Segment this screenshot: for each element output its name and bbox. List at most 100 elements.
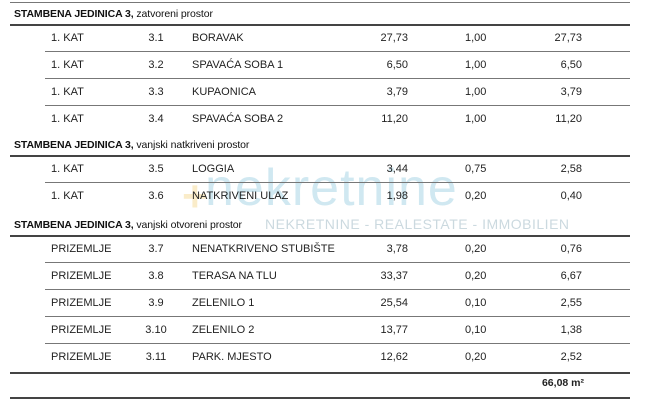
cell-num: 3.6 (148, 190, 164, 202)
cell-coef: 0,20 (465, 243, 487, 255)
section-subtitle: vanjski natkriveni prostor (136, 139, 250, 151)
cell-floor: PRIZEMLJE (51, 270, 112, 282)
cell-total: 6,67 (560, 270, 582, 282)
cell-num: 3.9 (148, 297, 164, 309)
cell-name: ZELENILO 2 (192, 324, 255, 336)
table-row: PRIZEMLJE 3.7 NENATKRIVENO STUBIŠTE 3,78 0,2… (0, 243, 664, 257)
table-row: 1. KAT 3.1 BORAVAK 27,73 1,00 27,73 (0, 32, 664, 46)
cell-num: 3.1 (148, 32, 164, 44)
cell-num: 3.8 (148, 270, 164, 282)
row-divider (45, 316, 630, 317)
row-divider (45, 78, 630, 79)
cell-coef: 1,00 (465, 59, 487, 71)
table-row: PRIZEMLJE 3.8 TERASA NA TLU 33,37 0,20 6,67 (0, 270, 664, 284)
cell-total: 1,38 (560, 324, 582, 336)
cell-name: NENATKRIVENO STUBIŠTE (192, 243, 335, 255)
section-divider (10, 24, 630, 26)
section-title: STAMBENA JEDINICA 3, (14, 139, 134, 151)
table-row: 1. KAT 3.6 NATKRIVENI ULAZ 1,98 0,20 0,40 (0, 190, 664, 204)
section-divider (10, 235, 630, 237)
table-row: PRIZEMLJE 3.11 PARK. MJESTO 12,62 0,20 2,52 (0, 351, 664, 365)
cell-num: 3.4 (148, 113, 164, 125)
cell-coef: 1,00 (465, 32, 487, 44)
cell-num: 3.10 (145, 324, 167, 336)
cell-name: PARK. MJESTO (192, 351, 272, 363)
grand-total: 66,08 m² (541, 377, 584, 389)
cell-total: 6,50 (560, 59, 582, 71)
cell-floor: 1. KAT (51, 59, 84, 71)
cell-floor: 1. KAT (51, 32, 84, 44)
cell-total: 3,79 (560, 86, 582, 98)
cell-name: LOGGIA (192, 163, 235, 175)
cell-num: 3.2 (148, 59, 164, 71)
cell-area: 1,98 (386, 190, 408, 202)
section-header: STAMBENA JEDINICA 3, vanjski otvoreni pr… (14, 219, 242, 231)
cell-area: 12,62 (380, 351, 408, 363)
cell-name: SPAVAĆA SOBA 1 (192, 59, 284, 71)
cell-area: 25,54 (380, 297, 408, 309)
cell-total: 27,73 (554, 32, 582, 44)
cell-area: 3,78 (386, 243, 408, 255)
section-divider (10, 155, 630, 157)
cell-coef: 0,20 (465, 351, 487, 363)
section-subtitle: vanjski otvoreni prostor (136, 219, 242, 231)
table-row: 1. KAT 3.4 SPAVAĆA SOBA 2 11,20 1,00 11,20 (0, 113, 664, 127)
cell-floor: 1. KAT (51, 113, 84, 125)
cell-area: 3,44 (386, 163, 408, 175)
section-divider (10, 397, 630, 399)
cell-num: 3.5 (148, 163, 164, 175)
cell-coef: 0,20 (465, 190, 487, 202)
cell-floor: 1. KAT (51, 86, 84, 98)
cell-num: 3.3 (148, 86, 164, 98)
cell-area: 33,37 (380, 270, 408, 282)
row-divider (45, 262, 630, 263)
cell-total: 2,55 (560, 297, 582, 309)
cell-name: ZELENILO 1 (192, 297, 255, 309)
cell-name: TERASA NA TLU (192, 270, 277, 282)
table-row: PRIZEMLJE 3.10 ZELENILO 2 13,77 0,10 1,38 (0, 324, 664, 338)
cell-area: 13,77 (380, 324, 408, 336)
row-divider (10, 2, 630, 3)
cell-name: KUPAONICA (192, 86, 256, 98)
cell-floor: PRIZEMLJE (51, 297, 112, 309)
cell-area: 27,73 (380, 32, 408, 44)
section-subtitle: zatvoreni prostor (136, 8, 213, 20)
cell-name: BORAVAK (192, 32, 244, 44)
row-divider (45, 343, 630, 344)
cell-floor: PRIZEMLJE (51, 243, 112, 255)
watermark-tagline: NEKRETNINE - REALESTATE - IMMOBILIEN (265, 216, 570, 232)
cell-total: 11,20 (555, 113, 582, 125)
section-title: STAMBENA JEDINICA 3, (14, 8, 134, 20)
cell-floor: 1. KAT (51, 190, 84, 202)
cell-coef: 0,10 (465, 297, 487, 309)
cell-total: 2,52 (560, 351, 582, 363)
row-divider (45, 51, 630, 52)
section-header: STAMBENA JEDINICA 3, zatvoreni prostor (14, 8, 213, 20)
cell-total: 0,76 (560, 243, 582, 255)
cell-name: SPAVAĆA SOBA 2 (192, 113, 284, 125)
cell-area: 6,50 (386, 59, 408, 71)
cell-floor: PRIZEMLJE (51, 351, 112, 363)
cell-floor: 1. KAT (51, 163, 84, 175)
table-row: PRIZEMLJE 3.9 ZELENILO 1 25,54 0,10 2,55 (0, 297, 664, 311)
section-title: STAMBENA JEDINICA 3, (14, 219, 134, 231)
cell-total: 0,40 (560, 190, 582, 202)
row-divider (45, 289, 630, 290)
cell-total: 2,58 (560, 163, 582, 175)
section-divider (10, 372, 630, 374)
cell-coef: 1,00 (465, 86, 487, 98)
cell-num: 3.11 (145, 351, 167, 363)
section-header: STAMBENA JEDINICA 3, vanjski natkriveni … (14, 139, 249, 151)
cell-num: 3.7 (148, 243, 164, 255)
row-divider (45, 182, 630, 183)
table-row: 1. KAT 3.5 LOGGIA 3,44 0,75 2,58 (0, 163, 664, 177)
cell-name: NATKRIVENI ULAZ (192, 190, 289, 202)
row-divider (45, 105, 630, 106)
cell-coef: 0,75 (465, 163, 487, 175)
cell-area: 11,20 (381, 113, 408, 125)
cell-coef: 0,20 (465, 270, 487, 282)
cell-floor: PRIZEMLJE (51, 324, 112, 336)
table-row: 1. KAT 3.2 SPAVAĆA SOBA 1 6,50 1,00 6,50 (0, 59, 664, 73)
cell-area: 3,79 (386, 86, 408, 98)
cell-coef: 0,10 (465, 324, 487, 336)
